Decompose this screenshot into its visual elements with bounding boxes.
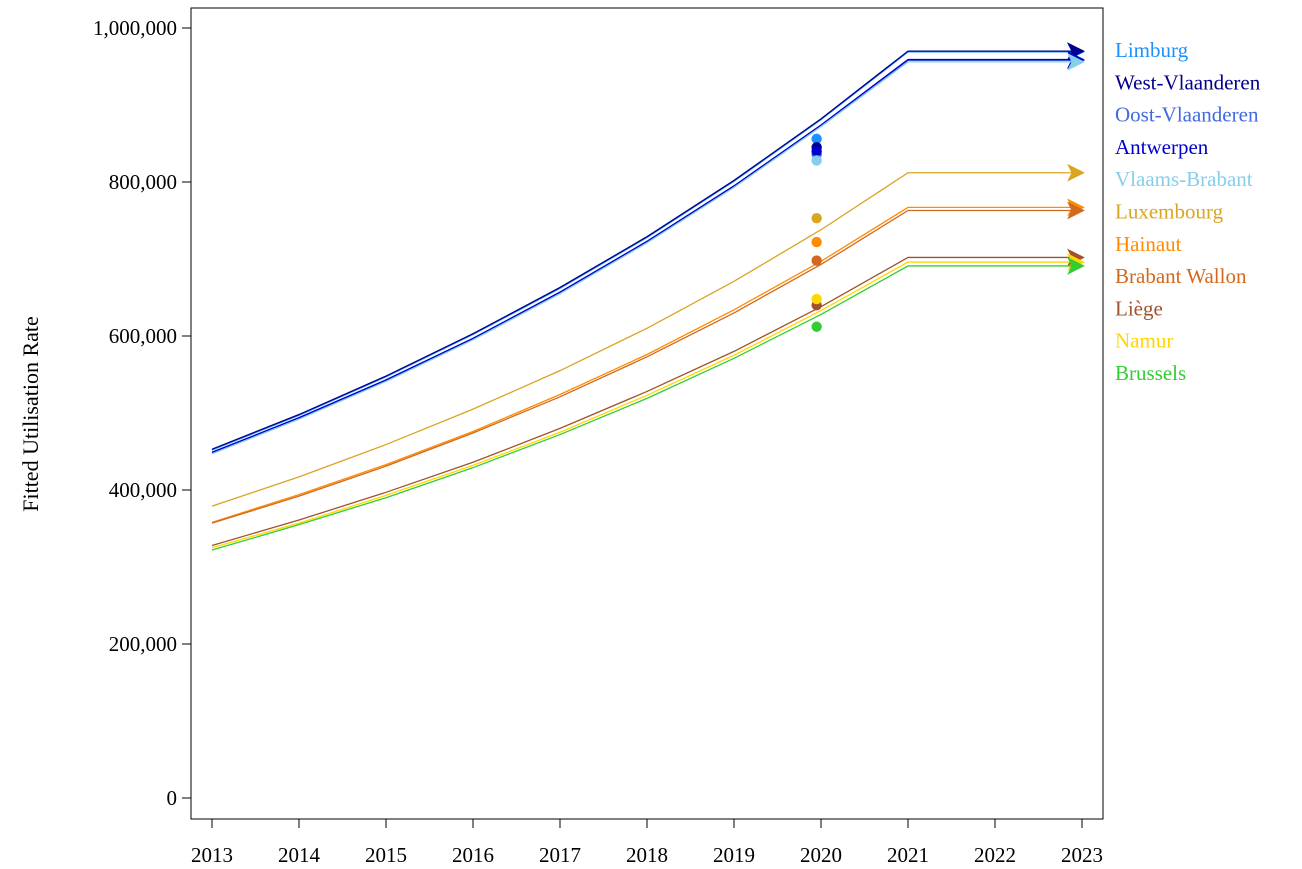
series-arrowhead-5 [1067,163,1085,182]
y-tick-label: 0 [167,786,178,810]
series-line-1 [211,50,1082,450]
legend-entry-3: Antwerpen [1115,135,1209,159]
x-tick-label: 2013 [191,843,233,867]
series-line-4 [211,61,1082,455]
observed-point-7 [811,255,822,266]
legend-entry-5: Luxembourg [1115,200,1224,224]
series-arrowhead-4 [1067,52,1085,71]
series-line-2 [211,59,1082,454]
series-line-3 [211,58,1082,453]
series-line-8 [211,256,1082,547]
x-tick-label: 2017 [539,843,581,867]
legend-entry-2: Oost-Vlaanderen [1115,103,1259,127]
legend-entry-0: Limburg [1115,38,1189,62]
x-tick-label: 2014 [278,843,321,867]
x-tick-label: 2018 [626,843,668,867]
legend: Limburg West-Vlaanderen Oost-Vlaanderen Ant… [1115,38,1261,385]
x-tick-label: 2016 [452,843,494,867]
observed-point-6 [811,236,822,248]
series-line-7 [211,209,1082,524]
series-lines [211,42,1085,551]
series-arrowhead-7 [1067,201,1085,220]
y-tick-label: 1,000,000 [93,16,177,40]
legend-entry-6: Hainaut [1115,232,1182,256]
x-tick-label: 2021 [887,843,929,867]
x-tick-label: 2020 [800,843,842,867]
legend-entry-7: Brabant Wallon [1115,264,1247,288]
y-tick-label: 400,000 [109,478,177,502]
series-line-9 [211,261,1082,549]
x-tick-label: 2023 [1061,843,1103,867]
y-tick-label: 800,000 [109,170,177,194]
legend-entry-4: Vlaams-Brabant [1115,167,1253,191]
series-line-5 [211,172,1082,507]
observed-points [811,133,822,332]
y-axis: 0 200,000 400,000 600,000 800,000 1,000,000 [93,16,191,810]
series-line-10 [211,265,1082,551]
x-tick-label: 2019 [713,843,755,867]
observed-point-4 [811,155,822,166]
legend-entry-10: Brussels [1115,361,1186,385]
x-tick-label: 2015 [365,843,407,867]
observed-point-5 [811,212,822,224]
legend-entry-8: Liège [1115,296,1163,320]
observed-point-10 [811,321,822,332]
observed-point-9 [811,293,822,305]
plot-frame [190,7,1104,820]
x-axis: 2013 2014 2015 2016 2017 2018 2019 2020 2021 2022… [191,819,1103,867]
y-tick-label: 200,000 [109,632,177,656]
observed-point-0 [811,133,822,145]
y-tick-label: 600,000 [109,324,177,348]
series-line-0 [211,51,1082,451]
observed-point-3 [811,146,822,157]
series-arrowhead-10 [1067,257,1085,275]
y-axis-title: Fitted Utilisation Rate [18,316,43,512]
x-tick-label: 2022 [974,843,1016,867]
legend-entry-1: West-Vlaanderen [1115,70,1261,94]
legend-entry-9: Namur [1115,329,1173,353]
series-line-6 [211,206,1082,523]
